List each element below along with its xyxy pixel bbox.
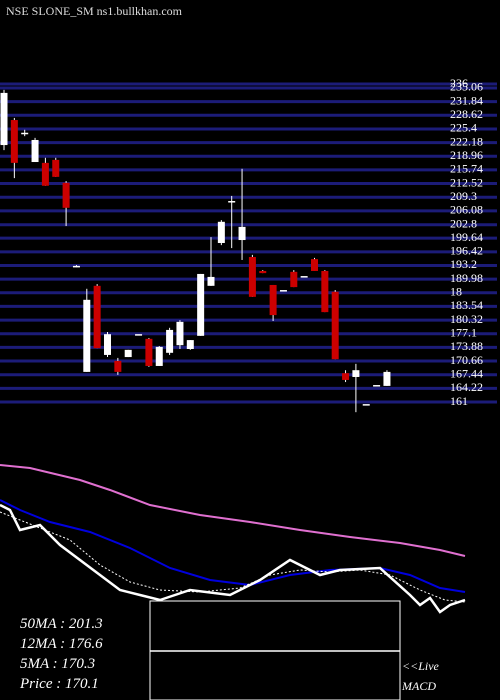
candle-body <box>228 201 236 203</box>
ma-line <box>0 499 466 593</box>
candle-body <box>10 120 18 163</box>
candle-body <box>279 290 287 292</box>
candle-body <box>342 373 350 380</box>
y-tick-label: 202.8 <box>450 217 477 231</box>
candle-body <box>176 321 184 346</box>
candle-body <box>311 259 318 271</box>
y-tick-label: 170.66 <box>450 353 483 367</box>
legend-entry: 50MA : 201.3 <box>20 616 103 632</box>
candle-body <box>207 276 215 286</box>
candle-body <box>269 284 277 316</box>
y-tick-label: 215.74 <box>450 162 483 176</box>
chart-title: NSE SLONE_SM ns1.bullkhan.com <box>6 4 183 18</box>
y-tick-label: 196.42 <box>450 244 483 258</box>
candle-body <box>124 349 132 358</box>
candle-body <box>155 346 163 366</box>
y-tick-label: 183.54 <box>450 298 483 312</box>
candle-body <box>217 221 225 243</box>
y-tick-label: 222.18 <box>450 134 483 148</box>
candle-body <box>52 159 60 177</box>
legend-entry: 12MA : 176.6 <box>20 636 103 652</box>
y-tick-label: 228.62 <box>450 107 483 121</box>
macd-title: MACD <box>401 679 436 693</box>
y-tick-label: 235.06 <box>450 80 483 94</box>
y-tick-label: 18 <box>450 285 462 299</box>
candle-body <box>197 273 205 336</box>
candle-body <box>0 92 8 146</box>
candle-body <box>362 404 370 406</box>
candle-body <box>83 299 91 372</box>
y-tick-label: 231.84 <box>450 93 483 107</box>
candle-body <box>186 340 194 349</box>
candle-body <box>290 271 298 288</box>
candle-body <box>238 226 246 241</box>
y-tick-label: 225.4 <box>450 121 477 135</box>
legend-entry: 5MA : 170.3 <box>20 656 95 672</box>
y-tick-label: 189.98 <box>450 271 483 285</box>
candle-body <box>248 256 256 297</box>
candle-body <box>321 270 329 313</box>
candle-body <box>21 132 29 135</box>
y-tick-label: 161 <box>450 394 468 408</box>
ma-line <box>0 503 466 614</box>
candle-body <box>31 139 39 163</box>
y-tick-label: 199.64 <box>450 230 483 244</box>
y-tick-label: 236 <box>450 76 468 90</box>
candle-body <box>331 291 339 360</box>
y-tick-label: 173.88 <box>450 339 483 353</box>
candle-body <box>352 370 360 377</box>
y-tick-label: 193.2 <box>450 257 477 271</box>
ma-line <box>0 511 466 603</box>
y-tick-label: 164.22 <box>450 380 483 394</box>
candle-body <box>259 270 267 274</box>
macd-label: <<Live <box>402 659 440 673</box>
candle-body <box>383 371 391 386</box>
candle-body <box>72 265 80 268</box>
candle-body <box>114 360 122 372</box>
y-tick-label: 180.32 <box>450 312 483 326</box>
y-tick-label: 167.44 <box>450 366 483 380</box>
candle-body <box>166 329 174 353</box>
y-tick-label: 177.1 <box>450 325 477 339</box>
candle-body <box>300 276 308 278</box>
candle-body <box>93 285 101 349</box>
y-tick-label: 209.3 <box>450 189 477 203</box>
candle-body <box>62 182 70 208</box>
candle-body <box>104 334 111 355</box>
legend-entry: Price : 170.1 <box>19 676 99 692</box>
y-tick-label: 206.08 <box>450 203 483 217</box>
candle-body <box>135 334 143 336</box>
ma-line <box>0 464 466 557</box>
candle-body <box>145 338 153 366</box>
candle-body <box>41 162 49 186</box>
y-tick-label: 218.96 <box>450 148 483 162</box>
candle-body <box>373 385 381 387</box>
y-tick-label: 212.52 <box>450 175 483 189</box>
